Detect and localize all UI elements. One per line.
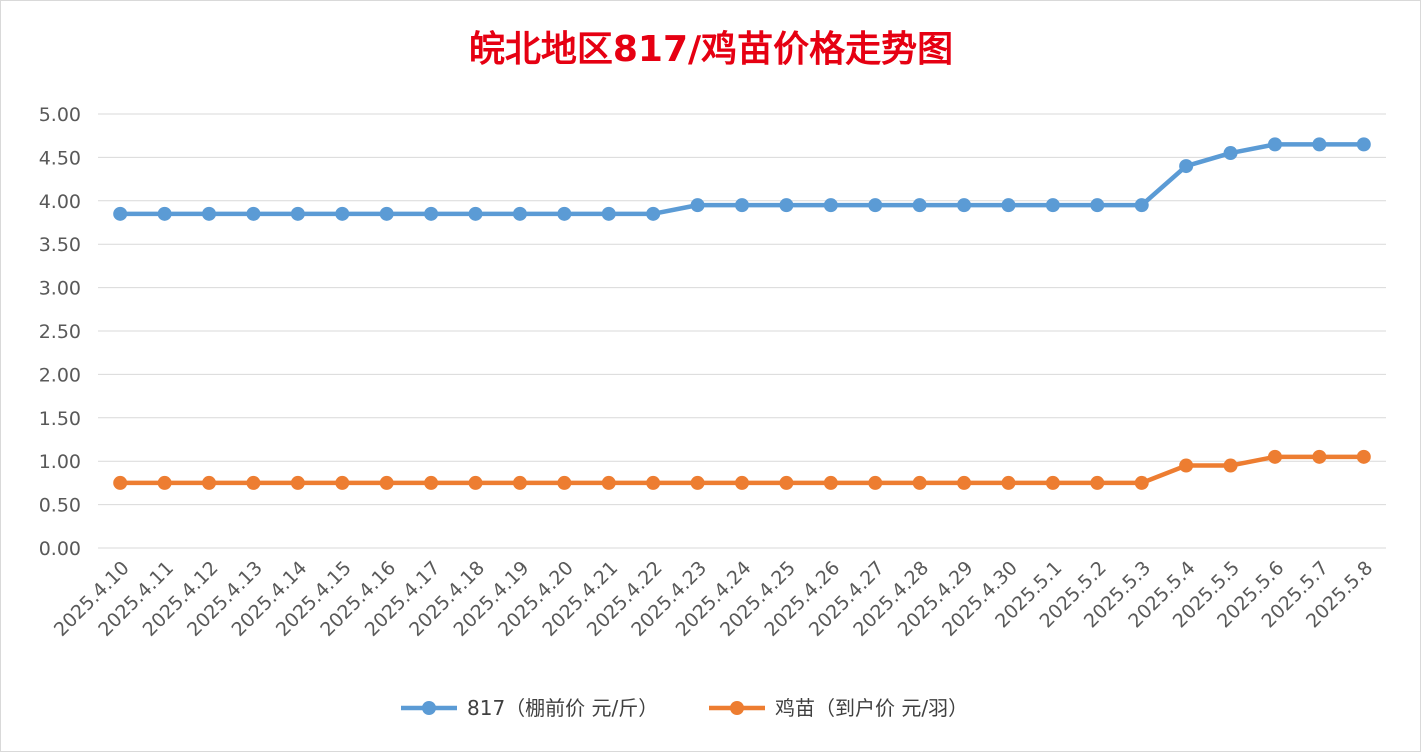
data-point bbox=[1045, 198, 1060, 213]
data-point bbox=[601, 475, 616, 490]
data-point bbox=[646, 475, 661, 490]
data-point bbox=[1001, 198, 1016, 213]
data-point bbox=[202, 206, 217, 221]
data-point bbox=[468, 206, 483, 221]
data-point bbox=[246, 475, 261, 490]
data-point bbox=[379, 475, 394, 490]
data-point bbox=[957, 475, 972, 490]
data-point bbox=[246, 206, 261, 221]
data-point bbox=[1134, 475, 1149, 490]
series-group bbox=[113, 137, 1371, 490]
data-point bbox=[646, 206, 661, 221]
data-point bbox=[1267, 137, 1282, 152]
data-point bbox=[202, 475, 217, 490]
data-point bbox=[290, 475, 305, 490]
y-tick-label: 3.00 bbox=[39, 278, 81, 300]
data-point bbox=[113, 206, 128, 221]
data-point bbox=[1134, 198, 1149, 213]
legend-swatch-marker bbox=[422, 701, 436, 715]
data-point bbox=[512, 475, 527, 490]
y-tick-label: 2.50 bbox=[39, 321, 81, 343]
y-axis-ticks: 0.00 0.50 1.00 1.50 2.00 2.50 3.00 3.50 4.00 4.50… bbox=[39, 104, 81, 560]
y-tick-label: 2.00 bbox=[39, 364, 81, 386]
y-tick-label: 3.50 bbox=[39, 234, 81, 256]
data-point bbox=[1356, 137, 1371, 152]
y-tick-label: 5.00 bbox=[39, 104, 81, 126]
data-point bbox=[1267, 449, 1282, 464]
data-point bbox=[779, 475, 794, 490]
data-point bbox=[113, 475, 128, 490]
data-point bbox=[779, 198, 794, 213]
data-point bbox=[512, 206, 527, 221]
y-tick-label: 1.00 bbox=[39, 451, 81, 473]
y-tick-label: 4.50 bbox=[39, 147, 81, 169]
data-point bbox=[868, 198, 883, 213]
data-point bbox=[1179, 159, 1194, 174]
data-point bbox=[690, 198, 705, 213]
y-tick-label: 4.00 bbox=[39, 191, 81, 213]
legend-item: 鸡苗（到户价 元/羽） bbox=[709, 696, 968, 720]
legend-swatch-marker bbox=[730, 701, 744, 715]
legend: 817（棚前价 元/斤） 鸡苗（到户价 元/羽） bbox=[401, 696, 968, 720]
data-point bbox=[912, 475, 927, 490]
chart-title: 皖北地区817/鸡苗价格走势图 bbox=[469, 29, 953, 70]
data-point bbox=[868, 475, 883, 490]
series-1 bbox=[113, 449, 1371, 490]
data-point bbox=[957, 198, 972, 213]
data-point bbox=[557, 206, 572, 221]
data-point bbox=[823, 475, 838, 490]
data-point bbox=[823, 198, 838, 213]
data-point bbox=[424, 475, 439, 490]
x-axis-ticks: 2025.4.102025.4.112025.4.122025.4.132025… bbox=[50, 557, 1378, 641]
data-point bbox=[735, 475, 749, 490]
data-point bbox=[1001, 475, 1016, 490]
data-point bbox=[912, 198, 927, 213]
data-point bbox=[335, 475, 350, 490]
data-point bbox=[1223, 458, 1238, 473]
legend-item: 817（棚前价 元/斤） bbox=[401, 696, 658, 720]
legend-label: 鸡苗（到户价 元/羽） bbox=[775, 696, 968, 720]
data-point bbox=[1223, 146, 1238, 161]
data-point bbox=[379, 206, 394, 221]
data-point bbox=[690, 475, 705, 490]
data-point bbox=[335, 206, 350, 221]
data-point bbox=[1090, 198, 1105, 213]
data-point bbox=[601, 206, 616, 221]
data-point bbox=[157, 475, 172, 490]
data-point bbox=[290, 206, 305, 221]
legend-label: 817（棚前价 元/斤） bbox=[467, 696, 658, 720]
data-point bbox=[1356, 449, 1371, 464]
y-tick-label: 0.00 bbox=[39, 538, 81, 560]
y-tick-label: 1.50 bbox=[39, 408, 81, 430]
data-point bbox=[1045, 475, 1060, 490]
data-point bbox=[1090, 475, 1105, 490]
data-point bbox=[1179, 458, 1194, 473]
data-point bbox=[1312, 137, 1327, 152]
data-point bbox=[1312, 449, 1327, 464]
y-tick-label: 0.50 bbox=[39, 495, 81, 517]
data-point bbox=[424, 206, 439, 221]
data-point bbox=[557, 475, 572, 490]
data-point bbox=[735, 198, 749, 213]
data-point bbox=[157, 206, 172, 221]
series-0 bbox=[113, 137, 1371, 221]
data-point bbox=[468, 475, 483, 490]
